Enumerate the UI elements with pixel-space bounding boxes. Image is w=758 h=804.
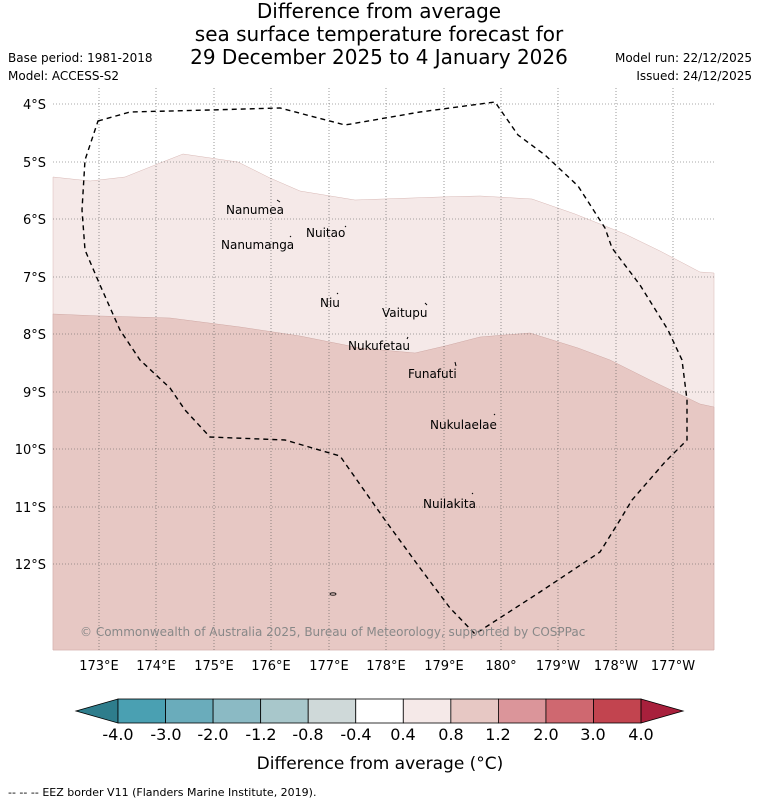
eez-legend: -- -- -- EEZ border V11 (Flanders Marine… [8,786,316,799]
map-area: Nanumea Nuitao Nanumanga Niu Vaitupu Nuk… [52,88,715,651]
colorbar-tick: -0.4 [340,725,371,744]
title-line-1: Difference from average [256,0,502,23]
colorbar-tick: -0.8 [292,725,323,744]
colorbar-box [307,698,357,724]
island-label-nukulaelae: Nukulaelae [430,418,497,432]
eez-border [81,101,688,635]
island-label-nanumanga: Nanumanga [221,238,294,252]
colorbar-box [545,698,594,724]
title-line-2: sea surface temperature forecast for [194,22,564,46]
colorbar-tick: -3.0 [150,725,181,744]
island-marker-vaitupu [424,302,428,306]
colorbar-box [402,698,452,724]
islet-outline [329,592,337,596]
lat-label: 8°S [23,328,46,343]
lon-label: 179°W [536,659,580,674]
colorbar-tick: 2.0 [533,725,558,744]
eez-legend-line: -- -- -- [8,786,39,799]
island-marker-nanumanga [289,235,292,238]
lon-label: 178°E [366,659,406,674]
colorbar-tick-labels: -4.0 -3.0 -2.0 -1.2 -0.8 -0.4 0.4 0.8 1.… [102,725,653,744]
colorbar-tick: -4.0 [102,725,133,744]
colorbar-tick: 3.0 [580,725,605,744]
colorbar-tick: 4.0 [628,725,653,744]
lon-label: 175°E [194,659,234,674]
colorbar-tick: 0.8 [438,725,463,744]
anomaly-band-medium [52,313,715,651]
model-run: Model run: 22/12/2025 [614,51,752,65]
island-labels: Nanumea Nuitao Nanumanga Niu Vaitupu Nuk… [221,203,497,511]
island-marker-nuitao [344,225,347,228]
lat-label: 11°S [15,501,46,516]
lat-label: 7°S [23,271,46,286]
issued-date: Issued: 24/12/2025 [636,69,752,83]
island-label-nuitao: Nuitao [306,226,345,240]
colorbar-box [450,698,499,724]
colorbar-tick: 1.2 [485,725,510,744]
lat-label: 12°S [15,558,46,573]
island-label-vaitupu: Vaitupu [382,306,428,320]
island-markers [276,199,496,495]
lat-label: 5°S [23,156,46,171]
lon-label: 177°W [651,659,695,674]
colorbar-box [355,698,404,724]
lat-label: 6°S [23,213,46,228]
colorbar-box [165,698,214,724]
island-label-funafuti: Funafuti [408,367,457,381]
colorbar-box [260,698,309,724]
island-label-nukufetau: Nukufetau [348,339,410,353]
lat-label: 9°S [23,386,46,401]
island-label-nanumea: Nanumea [226,203,284,217]
model-name: Model: ACCESS-S2 [8,69,120,83]
colorbar-box [212,698,262,724]
colorbar-tick: -1.2 [245,725,276,744]
island-marker-nukufetau [406,336,409,340]
colorbar-tick: 0.4 [390,725,415,744]
island-marker-niu [336,292,339,295]
island-marker-funafuti [454,361,457,367]
lon-label: 174°E [136,659,176,674]
colorbar-label: Difference from average (°C) [257,754,504,774]
lon-label: 173°E [79,659,119,674]
island-label-niu: Niu [320,296,340,310]
lon-label: 178°W [594,659,638,674]
lat-label: 4°S [23,98,46,113]
eez-legend-text: EEZ border V11 (Flanders Marine Institut… [42,786,317,799]
island-marker-nanumea [276,199,281,203]
lon-label: 179°E [424,659,464,674]
island-marker-nuilakita [471,492,474,495]
longitude-labels: 173°E 174°E 175°E 176°E 177°E 178°E 179°… [79,659,695,674]
colorbar-tick: -2.0 [197,725,228,744]
lon-label: 177°E [309,659,349,674]
title-line-3: 29 December 2025 to 4 January 2026 [190,45,568,69]
colorbar-extend-low [74,698,119,724]
colorbar-boxes [74,698,685,724]
colorbar: -4.0 -3.0 -2.0 -1.2 -0.8 -0.4 0.4 0.8 1.… [74,698,685,774]
map-title: Difference from average sea surface temp… [0,0,758,69]
lat-label: 10°S [15,443,46,458]
base-period-info: Base period: 1981-2018 Model: ACCESS-S2 [8,49,153,85]
base-period: Base period: 1981-2018 [8,51,153,65]
lon-label: 176°E [251,659,291,674]
island-marker-nukulaelae [493,413,496,416]
gridlines [53,88,714,650]
colorbar-box [117,698,166,724]
island-label-nuilakita: Nuilakita [423,497,476,511]
copyright-text: © Commonwealth of Australia 2025, Bureau… [80,625,585,639]
issue-info: Model run: 22/12/2025 Issued: 24/12/2025 [615,49,752,85]
latitude-labels: 4°S 5°S 6°S 7°S 8°S 9°S 10°S 11°S 12°S [15,98,46,573]
colorbar-box [593,698,642,724]
colorbar-box [497,698,547,724]
lon-label: 180° [485,659,516,674]
colorbar-extend-high [640,698,685,724]
